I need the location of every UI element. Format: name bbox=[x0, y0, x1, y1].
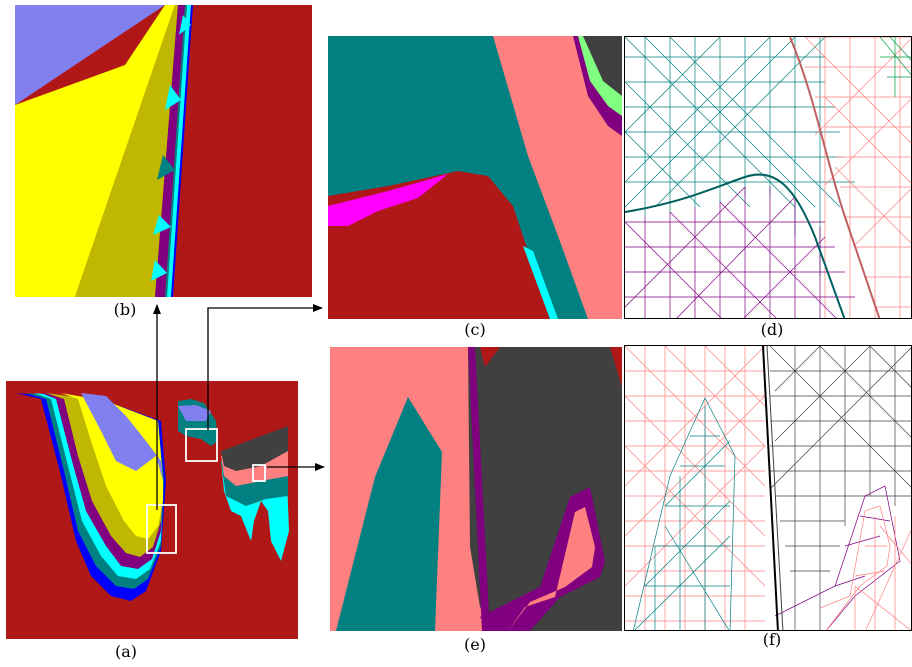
interface-line-1 bbox=[625, 173, 846, 318]
triangle-5 bbox=[151, 260, 167, 281]
panel-d bbox=[624, 36, 912, 319]
region-teal bbox=[165, 5, 187, 297]
region-right-dark-gray bbox=[221, 426, 288, 471]
caption-f: (f) bbox=[762, 630, 782, 649]
panel-e-image bbox=[330, 347, 622, 631]
triangle-1 bbox=[179, 15, 191, 35]
region-periwinkle bbox=[15, 5, 165, 105]
triangle-2 bbox=[165, 85, 181, 110]
panel-f-mesh bbox=[625, 346, 911, 630]
region-yellow bbox=[61, 393, 163, 539]
mesh-teal bbox=[633, 397, 736, 630]
mesh-green bbox=[879, 37, 911, 97]
region-red-top-right bbox=[610, 347, 622, 387]
panel-f bbox=[624, 345, 912, 631]
panel-b-image bbox=[15, 5, 312, 297]
mesh-salmon bbox=[804, 37, 911, 318]
panel-d-mesh bbox=[625, 37, 911, 318]
panel-a-image bbox=[6, 381, 298, 639]
panel-c bbox=[328, 36, 622, 319]
caption-a: (a) bbox=[114, 642, 138, 661]
interface-line-2 bbox=[766, 346, 784, 630]
region-salmon-inner bbox=[508, 507, 595, 631]
mesh-dark-gray bbox=[769, 346, 911, 630]
zoom-box-e bbox=[252, 464, 266, 482]
region-purple-stripe bbox=[468, 347, 490, 631]
arrow-a-to-c bbox=[207, 304, 323, 430]
region-yellow bbox=[15, 5, 175, 297]
panel-a bbox=[6, 381, 298, 639]
mesh-purple bbox=[625, 186, 855, 318]
caption-e: (e) bbox=[464, 635, 486, 654]
caption-b: (b) bbox=[113, 300, 137, 319]
mesh-salmon-inner bbox=[819, 505, 911, 630]
zoom-box-c bbox=[185, 428, 218, 462]
triangle-6 bbox=[143, 95, 157, 117]
interface-line-2 bbox=[789, 37, 881, 318]
zoom-box-b bbox=[146, 504, 177, 554]
region-dark-gray bbox=[583, 36, 622, 96]
interface-line bbox=[762, 346, 779, 630]
region-cyan bbox=[167, 5, 191, 297]
region-blue bbox=[171, 5, 193, 297]
region-magenta bbox=[328, 174, 448, 226]
region-cyan bbox=[523, 246, 558, 319]
mesh-teal bbox=[625, 37, 855, 277]
region-olive bbox=[75, 5, 178, 297]
triangle-3 bbox=[157, 155, 175, 180]
triangle-4 bbox=[153, 215, 171, 235]
region-teal bbox=[336, 397, 442, 631]
region-right-periwinkle bbox=[178, 405, 211, 421]
region-red-top-left bbox=[480, 347, 500, 367]
region-periwinkle bbox=[81, 393, 163, 481]
caption-c: (c) bbox=[464, 320, 486, 339]
panel-c-image bbox=[328, 36, 622, 319]
panel-b bbox=[15, 5, 312, 297]
region-salmon bbox=[493, 36, 622, 319]
panel-e bbox=[330, 347, 622, 631]
caption-d: (d) bbox=[760, 320, 784, 339]
